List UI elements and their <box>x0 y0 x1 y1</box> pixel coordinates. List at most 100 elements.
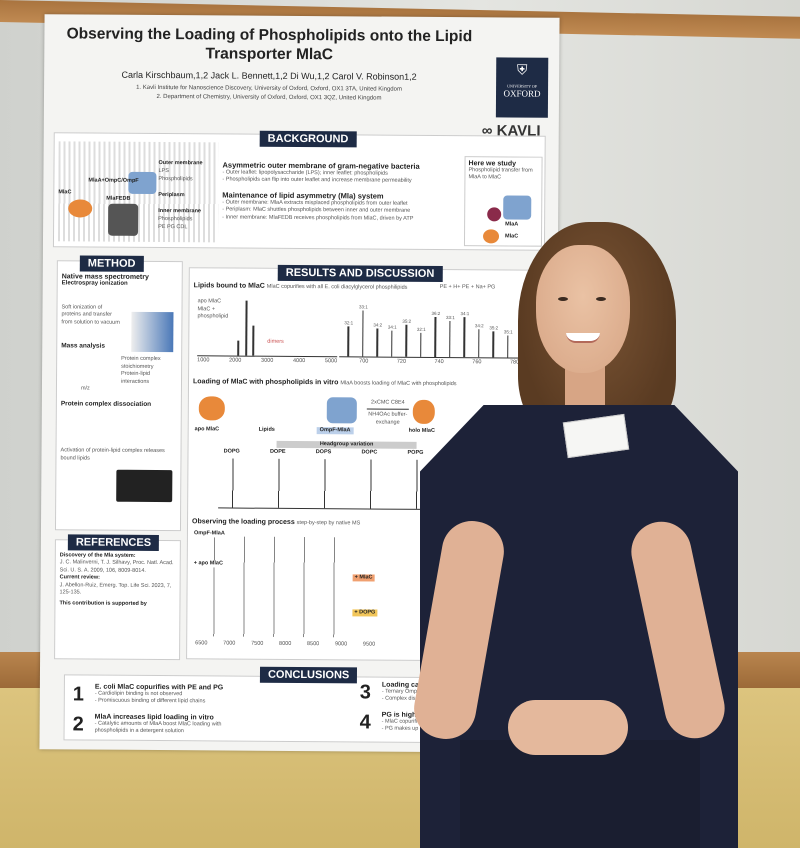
tick: 9000 <box>334 641 348 648</box>
loading-spectra <box>195 536 346 638</box>
text: phospholipids in a detergent solution <box>94 727 184 735</box>
spectrum-peak <box>361 310 364 357</box>
method-section: METHOD Native mass spectrometry Electros… <box>54 255 183 532</box>
legend: apo MlaC <box>197 298 222 305</box>
spectrum-peak <box>252 325 254 356</box>
apo-mlac-icon <box>198 396 225 421</box>
heading: Lipids bound to MlaC <box>193 282 265 290</box>
peak-label: 32:1 <box>344 320 354 326</box>
spectrum-peak <box>506 335 509 358</box>
text: - Promiscuous binding of different lipid… <box>94 698 206 705</box>
text: Phospholipid transfer from MlaA to MlaC <box>468 167 533 181</box>
label: MlaC <box>505 233 519 240</box>
ompf-protein-icon <box>503 195 532 220</box>
label: + MlaC <box>352 574 375 582</box>
instrument-icon <box>116 469 173 503</box>
affiliations: 1. Kavli Institute for Nanoscience Disco… <box>44 83 494 104</box>
tick: 6500 <box>195 640 208 647</box>
peak-label: 32:1 <box>416 326 426 332</box>
heading: Protein complex dissociation <box>60 400 152 409</box>
label: + DOPG <box>352 609 378 617</box>
mass-spectrum-right: 32:1 33:1 34:2 34:1 35:2 32:1 36:2 33:1 34:1 34:2… <box>339 304 540 359</box>
peak-label: 34:1 <box>387 324 397 330</box>
spectrum-peak <box>390 330 393 357</box>
lipid-label: DOPS <box>315 449 332 456</box>
legend: PE + H+ PE + Na+ PG <box>439 283 496 291</box>
label: OmpF-MlaA <box>316 427 354 435</box>
text: Activation of protein-lipid complex rele… <box>60 447 165 462</box>
reference: J. C. Malinverni, T. J. Silhavy, Proc. N… <box>59 559 174 574</box>
tick: 9500 <box>362 641 376 648</box>
spectrum-peak <box>405 324 407 357</box>
conclusion-item: 1 E. coli MlaC copurifies with PE and PG -… <box>73 683 253 706</box>
headgroup-spectra <box>218 458 429 510</box>
lipid-label: POPG <box>407 449 424 456</box>
section-header: RESULTS AND DISCUSSION <box>277 264 443 282</box>
label: Periplasm <box>158 191 185 199</box>
label: + apo MlaC <box>193 560 223 568</box>
peak-label: 33:1 <box>445 315 455 321</box>
reference: J. Abellon-Ruiz, Emerg. Top. Life Sci. 2… <box>59 582 172 596</box>
section-header: REFERENCES <box>67 534 160 552</box>
lipid-label: DOPG <box>223 448 240 455</box>
label: OmpF-MlaA <box>193 530 225 538</box>
peak-label: 34:1 <box>460 311 470 317</box>
peak-label: 36:2 <box>431 310 441 316</box>
label: MlaA <box>505 221 519 228</box>
smile <box>566 333 600 343</box>
label: MlaFEDB <box>106 195 131 202</box>
eye <box>596 297 606 301</box>
mass-spectrometer-icon <box>131 311 174 353</box>
subheading: MlaA boosts loading of MlaC with phospho… <box>340 380 457 388</box>
label: PE PG CDL <box>158 223 188 231</box>
tick: 4000 <box>292 357 306 365</box>
label: MlaC <box>58 189 72 196</box>
number: 2 <box>72 713 84 736</box>
axis-label: m/z <box>80 385 90 392</box>
label: MlaA+OmpC/OmpF <box>88 177 139 184</box>
tick: 3000 <box>261 357 274 364</box>
study-box: Here we study Phospholipid transfer from… <box>463 156 543 247</box>
label: Phospholipids <box>158 215 193 223</box>
oxford-logo: ⛨ UNIVERSITY OF OXFORD <box>495 57 549 118</box>
spectrum-peak <box>463 317 465 358</box>
spectrum-peak <box>376 328 378 357</box>
affiliation: 2. Department of Chemistry, University o… <box>156 93 382 102</box>
heading: Observing the loading process <box>192 518 295 526</box>
section-header: METHOD <box>79 255 144 272</box>
number: 3 <box>359 681 372 704</box>
background-section: BACKGROUND Outer membrane LPS Phospholip… <box>52 130 546 251</box>
tick: 7000 <box>223 640 236 647</box>
tick: 2000 <box>229 357 242 364</box>
peak-label: 35:1 <box>503 329 513 335</box>
spectrum-peak <box>448 321 451 358</box>
label: Headgroup variation <box>276 440 417 450</box>
tick: 8000 <box>279 640 292 647</box>
text: Protein-lipid interactions <box>120 370 151 385</box>
label: LPS <box>158 167 169 175</box>
legend: dimers <box>267 338 284 345</box>
label: Phospholipids <box>158 175 193 183</box>
person-hands <box>508 700 628 755</box>
peak-label: 35:2 <box>402 318 412 324</box>
tick: 740 <box>434 358 444 366</box>
label: NH4OAc buffer-exchange <box>368 411 408 426</box>
tick: 760 <box>472 359 482 366</box>
poster-authors: Carla Kirschbaum,1,2 Jack L. Bennett,1,2… <box>121 69 417 82</box>
peak-label: 34:2 <box>373 322 383 328</box>
tick: 1000 <box>197 357 210 364</box>
mlafedb-protein-icon <box>108 203 139 236</box>
label: Inner membrane <box>158 207 202 215</box>
subheading: MlaC copurifies with all E. coli diacylg… <box>266 283 408 291</box>
arrow <box>366 408 409 411</box>
peak-label: 34:2 <box>474 323 484 329</box>
section-header: CONCLUSIONS <box>259 666 358 684</box>
person-pants <box>460 740 700 848</box>
text: - Phospholipids can flip into outer leaf… <box>222 176 412 185</box>
tick: 8500 <box>306 641 320 648</box>
lipid-label: DOPE <box>269 448 286 455</box>
label: holo MlaC <box>408 427 435 434</box>
tick: 7500 <box>251 640 264 647</box>
text: Soft ionization of proteins and transfer… <box>61 304 120 326</box>
text: This contribution is supported by <box>59 599 147 607</box>
